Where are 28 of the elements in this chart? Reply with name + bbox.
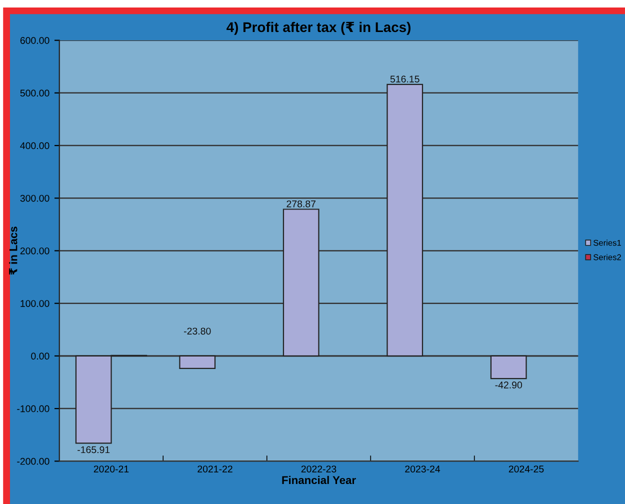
y-tick-label: 500.00 [20,90,50,97]
data-label: 516.15 [390,76,420,83]
y-tick-label: 400.00 [20,142,50,150]
y-tick-label: 300.00 [20,194,50,202]
data-label: -165.91 [78,446,110,454]
data-label: 278.87 [286,200,316,208]
x-axis-title: Financial Year [282,476,356,484]
y-tick-label: -100.00 [17,405,50,412]
y-tick-label: 200.00 [20,247,50,254]
x-tick-label: 2023-24 [405,466,440,472]
legend-label: Series1 [594,240,621,246]
chart-title: 4) Profit after tax (₹ in Lacs) [226,22,410,35]
y-tick-label: 600.00 [20,37,50,44]
bar [282,208,320,357]
data-label: -42.90 [495,382,522,388]
x-tick-label: 2024-25 [508,466,544,472]
y-axis-title: ₹ in Lacs [9,226,18,275]
x-tick-label: 2021-22 [198,466,232,472]
y-tick-label: 100.00 [20,300,50,307]
bar [179,355,216,370]
legend-label: Series2 [594,254,621,260]
y-tick-label: 0.00 [31,352,50,360]
data-label: -23.80 [184,328,211,335]
bar [490,355,527,380]
y-tick-label: -200.00 [17,458,50,465]
bar [386,84,424,357]
x-tick-label: 2022-23 [301,466,336,472]
x-tick-label: 2020-21 [94,466,129,472]
